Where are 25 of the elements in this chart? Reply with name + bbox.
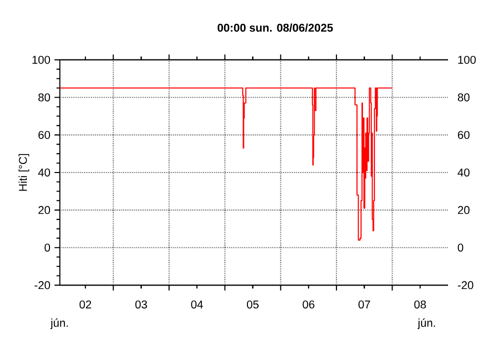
x-tick-label: 05 xyxy=(246,300,259,309)
x-tick-label: 02 xyxy=(80,300,92,309)
y-tick-label: 40 xyxy=(38,168,50,177)
y2-tick-label: 60 xyxy=(458,130,470,139)
x-tick-label: 08 xyxy=(414,300,426,309)
y-tick-label: 80 xyxy=(38,93,50,102)
y-tick-label: 100 xyxy=(32,56,50,64)
chart-title: 00:00 sun. 08/06/2025 xyxy=(218,23,333,32)
text: jún. xyxy=(50,318,68,330)
y2-tick-label: -20 xyxy=(458,281,474,290)
text: jún. xyxy=(418,318,435,330)
y2-tick-label: 20 xyxy=(458,206,470,214)
y-tick-label: 20 xyxy=(38,206,50,214)
y2-tick-label: 80 xyxy=(458,93,470,102)
x-tick-label: 07 xyxy=(358,300,370,309)
x-tick-label: 04 xyxy=(191,300,203,309)
x-tick-label: 06 xyxy=(302,300,314,309)
y2-tick-label: 40 xyxy=(458,168,470,177)
y2-tick-label: 0 xyxy=(458,244,464,252)
y-tick-label: 0 xyxy=(44,244,50,252)
x-tick-label: 03 xyxy=(135,300,147,309)
y-tick-label: -20 xyxy=(34,281,50,290)
y-axis-title: Hiti [°C] xyxy=(18,154,30,191)
y-tick-label: 60 xyxy=(38,130,50,139)
y2-tick-label: 100 xyxy=(458,56,476,64)
